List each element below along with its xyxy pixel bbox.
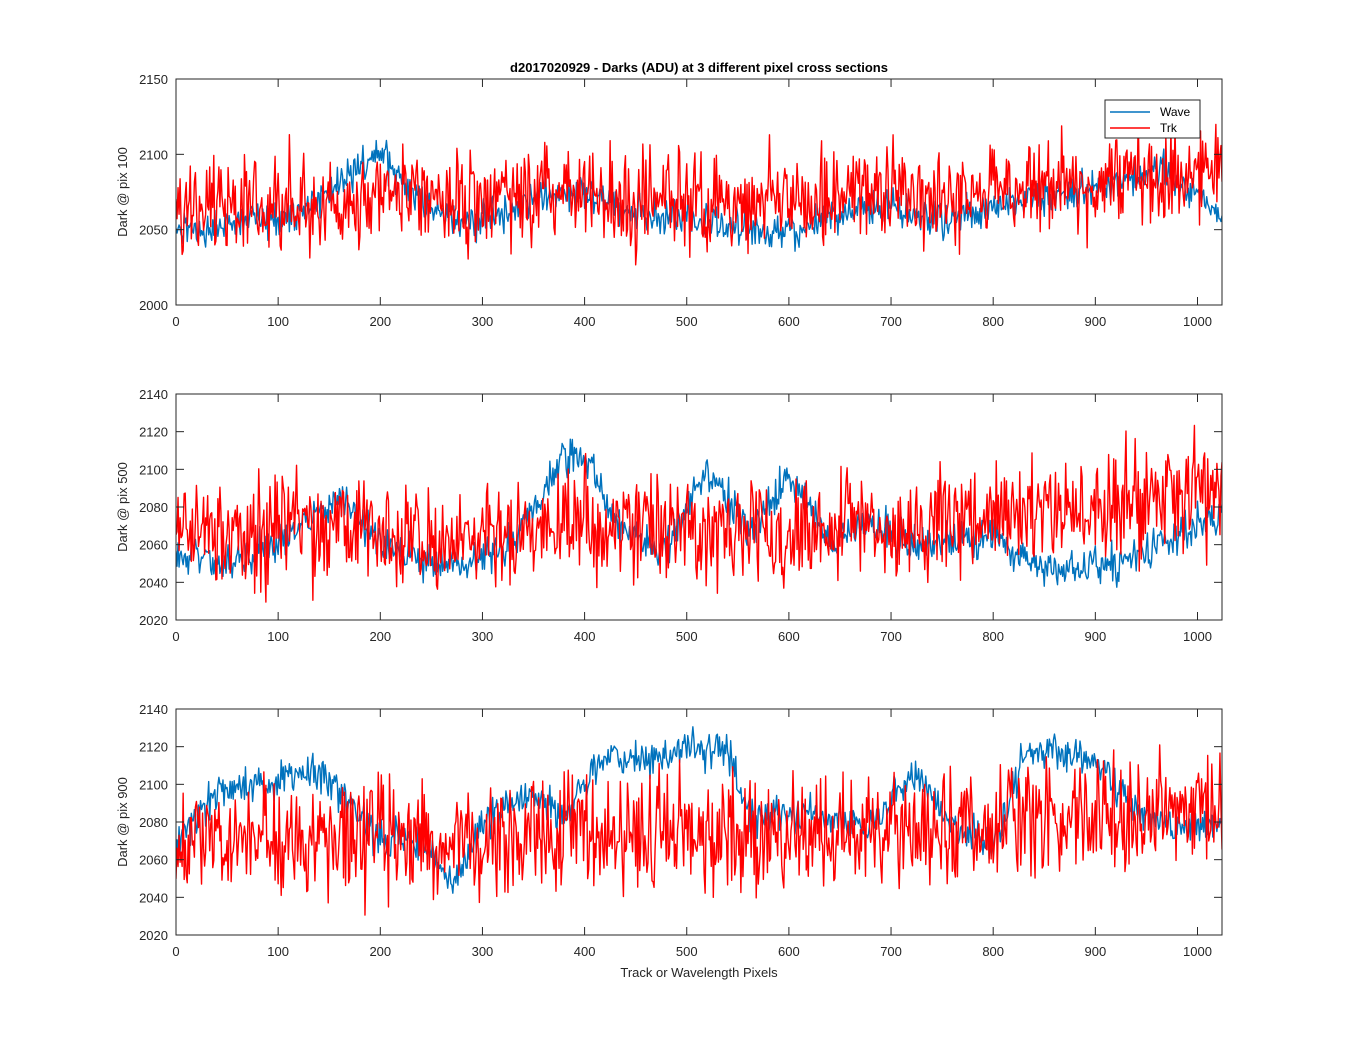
x-tick-label: 400	[574, 314, 596, 329]
x-tick-label: 1000	[1183, 314, 1212, 329]
series-line-trk	[176, 744, 1222, 916]
x-tick-label: 200	[369, 944, 391, 959]
y-tick-label: 2100	[139, 462, 168, 477]
x-tick-label: 500	[676, 629, 698, 644]
legend-label-trk: Trk	[1160, 121, 1178, 135]
y-tick-label: 2080	[139, 500, 168, 515]
y-axis-label: Dark @ pix 500	[115, 462, 130, 552]
x-tick-label: 100	[267, 944, 289, 959]
series-line-wave	[176, 438, 1222, 588]
x-tick-label: 500	[676, 944, 698, 959]
subplot-3: 0 100 200 300 400 500 600 700 800 900 1000 2020 2040…	[115, 702, 1223, 959]
subplots: 0 100 200 300 400 500 600 700 800 900 100020002050…	[115, 72, 1223, 959]
x-tick-label: 700	[880, 944, 902, 959]
y-tick-label: 2140	[139, 702, 168, 717]
x-axis-label: Track or Wavelength Pixels	[620, 965, 778, 980]
series-group	[176, 115, 1222, 266]
y-tick-label: 2060	[139, 853, 168, 868]
series-line-trk	[176, 424, 1222, 603]
x-tick-label: 200	[369, 314, 391, 329]
x-tick-label: 800	[982, 944, 1004, 959]
y-tick-label: 2000	[139, 298, 168, 313]
legend-box	[1104, 99, 1201, 139]
y-axis-label: Dark @ pix 900	[115, 777, 130, 867]
subplot-2: 0 100 200 300 400 500 600 700 800 900 1000 2020 2040…	[115, 387, 1223, 644]
y-tick-label: 2120	[139, 425, 168, 440]
y-tick-label: 2020	[139, 613, 168, 628]
x-tick-label: 600	[778, 629, 800, 644]
y-tick-label: 2100	[139, 147, 168, 162]
x-tick-label: 900	[1084, 944, 1106, 959]
subplot-1: 0 100 200 300 400 500 600 700 800 900 1000 2000 2050…	[115, 72, 1223, 329]
y-tick-label: 2080	[139, 815, 168, 830]
figure-title: d2017020929 - Darks (ADU) at 3 different…	[510, 60, 888, 75]
x-tick-label: 900	[1084, 629, 1106, 644]
x-tick-label: 800	[982, 629, 1004, 644]
y-tick-label: 2060	[139, 538, 168, 553]
x-tick-label: 0	[172, 629, 179, 644]
y-tick-label: 2150	[139, 72, 168, 87]
y-tick-label: 2040	[139, 890, 168, 905]
series-group	[176, 726, 1222, 916]
y-tick-label: 2040	[139, 575, 168, 590]
y-tick-label: 2100	[139, 777, 168, 792]
axes-box	[175, 78, 1223, 306]
series-line-wave	[176, 139, 1222, 252]
x-tick-label: 1000	[1183, 629, 1212, 644]
x-tick-label: 100	[267, 629, 289, 644]
series-line-trk	[176, 115, 1222, 266]
series-group	[176, 424, 1222, 603]
legend: Wave Trk	[1104, 99, 1201, 139]
x-tick-label: 900	[1084, 314, 1106, 329]
x-tick-label: 400	[574, 944, 596, 959]
x-tick-label: 0	[172, 944, 179, 959]
x-tick-label: 600	[778, 944, 800, 959]
y-tick-label: 2050	[139, 223, 168, 238]
y-tick-label: 2120	[139, 740, 168, 755]
x-tick-label: 100	[267, 314, 289, 329]
x-tick-label: 0	[172, 314, 179, 329]
x-tick-label: 800	[982, 314, 1004, 329]
x-tick-label: 200	[369, 629, 391, 644]
x-tick-label: 500	[676, 314, 698, 329]
x-tick-label: 300	[472, 944, 494, 959]
x-tick-label: 700	[880, 629, 902, 644]
x-tick-label: 700	[880, 314, 902, 329]
x-tick-label: 300	[472, 629, 494, 644]
legend-label-wave: Wave	[1160, 105, 1191, 119]
x-tick-label: 600	[778, 314, 800, 329]
y-axis-label: Dark @ pix 100	[115, 147, 130, 237]
x-tick-label: 1000	[1183, 944, 1212, 959]
x-tick-label: 400	[574, 629, 596, 644]
x-tick-label: 300	[472, 314, 494, 329]
y-tick-label: 2020	[139, 928, 168, 943]
y-tick-label: 2140	[139, 387, 168, 402]
